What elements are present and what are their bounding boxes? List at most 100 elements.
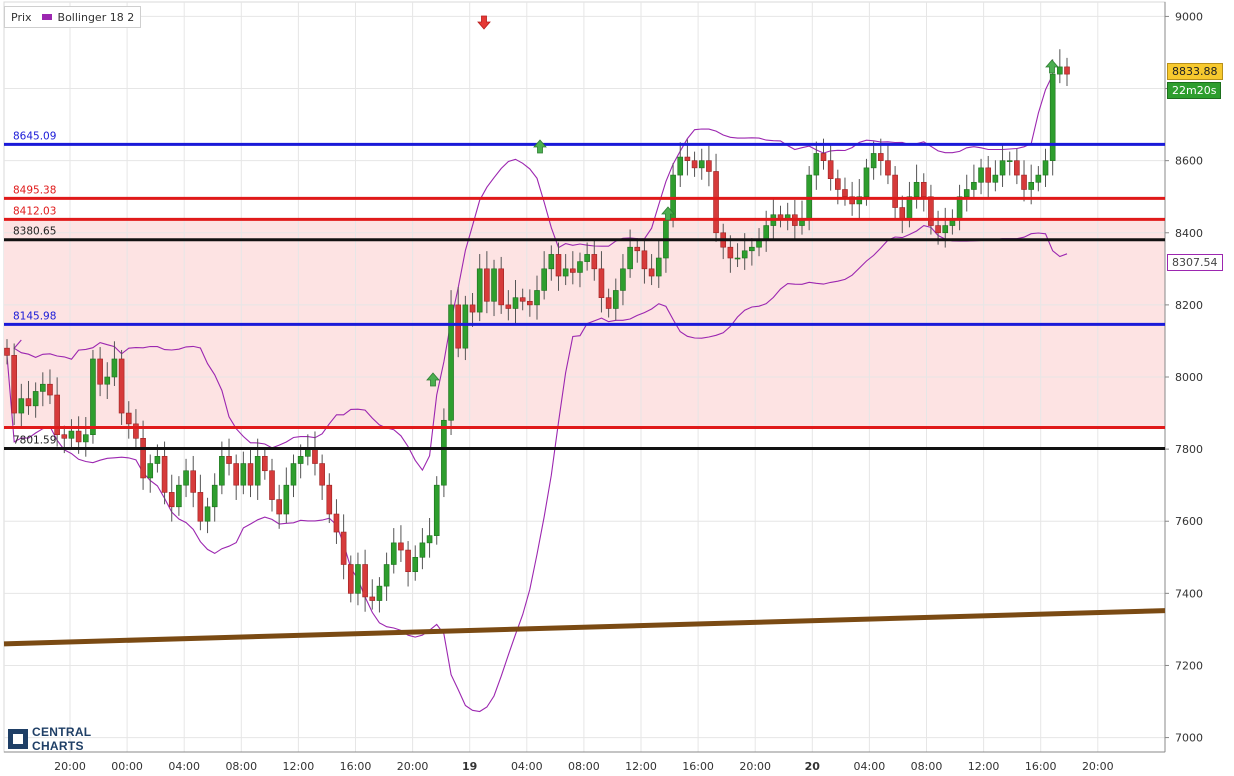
candle-body xyxy=(999,160,1006,176)
candle-body xyxy=(978,167,984,183)
candle-body xyxy=(684,156,691,161)
logo-icon xyxy=(8,729,28,749)
candle-body xyxy=(297,456,304,464)
candle-body xyxy=(928,196,934,226)
y-tick-label: 8000 xyxy=(1175,371,1203,384)
candle-body xyxy=(534,290,540,306)
candle-body xyxy=(763,225,769,241)
x-tick-label: 08:00 xyxy=(568,760,600,773)
candle-body xyxy=(541,268,547,291)
candle-body xyxy=(426,535,433,544)
candle-body xyxy=(892,174,898,208)
candle-body xyxy=(405,549,411,573)
candle-body xyxy=(398,542,404,551)
candle-body xyxy=(1064,66,1070,75)
x-tick-label: 04:00 xyxy=(511,760,543,773)
candle-body xyxy=(899,207,906,219)
x-tick-label: 16:00 xyxy=(340,760,372,773)
x-tick-label: 08:00 xyxy=(225,760,257,773)
candle-body xyxy=(305,448,311,457)
candle-body xyxy=(1042,160,1049,176)
candle-body xyxy=(240,463,247,486)
candle-body xyxy=(90,358,96,435)
candle-body xyxy=(835,178,841,190)
candle-body xyxy=(147,463,154,479)
candle-body xyxy=(211,484,218,508)
candle-body xyxy=(462,304,469,349)
trend-line xyxy=(3,608,1166,647)
candle-body xyxy=(663,218,669,259)
candle-body xyxy=(648,268,655,277)
level-label: 8495.38 xyxy=(13,184,56,196)
candle-body xyxy=(698,160,705,169)
candle-body xyxy=(956,196,963,219)
candle-body xyxy=(276,499,282,515)
y-tick-label: 7800 xyxy=(1175,443,1203,456)
candle-body xyxy=(519,297,526,302)
candle-body xyxy=(971,181,977,190)
candle-body xyxy=(290,463,297,486)
candle-body xyxy=(25,398,32,407)
buy-signal-arrow-icon xyxy=(1045,59,1059,74)
candle-body xyxy=(111,358,118,378)
candle-body xyxy=(32,391,39,407)
candle-body xyxy=(885,160,891,176)
candle-body xyxy=(140,437,146,479)
y-tick-label: 7400 xyxy=(1175,587,1203,600)
candle-body xyxy=(68,430,75,439)
x-tick-label: 12:00 xyxy=(283,760,315,773)
candle-body xyxy=(82,434,89,443)
candle-body xyxy=(54,394,60,435)
y-tick-label: 9000 xyxy=(1175,10,1203,23)
candle-body xyxy=(383,564,390,587)
candle-body xyxy=(362,564,368,598)
candle-body xyxy=(935,225,941,234)
candle-body xyxy=(484,268,490,302)
candle-body xyxy=(455,304,462,349)
candle-body xyxy=(104,376,111,385)
candle-body xyxy=(262,456,268,472)
candle-body xyxy=(376,585,383,601)
x-tick-label: 20:00 xyxy=(397,760,429,773)
candle-body xyxy=(555,254,562,277)
legend-indicator-label: Bollinger 18 2 xyxy=(57,10,135,24)
legend-price-label: Prix xyxy=(11,10,32,24)
candle-body xyxy=(777,214,784,219)
candle-body xyxy=(247,463,254,486)
candle-body xyxy=(612,290,619,309)
candle-body xyxy=(527,300,533,306)
candle-body xyxy=(441,419,447,486)
candle-body xyxy=(168,492,175,508)
sell-signal-arrow-icon xyxy=(477,15,491,30)
candle-body xyxy=(347,564,354,594)
candle-body xyxy=(577,261,583,273)
chart-legend[interactable]: Prix Bollinger 18 2 xyxy=(4,6,142,28)
candle-body xyxy=(355,564,361,594)
candle-body xyxy=(154,456,161,464)
candle-body xyxy=(390,542,397,565)
candle-body xyxy=(226,456,232,464)
candle-body xyxy=(641,250,648,270)
candle-body xyxy=(505,304,512,309)
candle-body xyxy=(512,297,519,309)
level-label: 8145.98 xyxy=(13,310,56,322)
candle-body xyxy=(204,506,211,522)
candle-body xyxy=(813,153,820,176)
x-tick-label: 04:00 xyxy=(168,760,200,773)
candle-body xyxy=(133,423,139,439)
candle-body xyxy=(870,153,877,169)
candle-body xyxy=(749,246,755,252)
candle-body xyxy=(727,246,734,259)
candle-body xyxy=(125,412,132,425)
candle-body xyxy=(741,250,748,259)
candle-body xyxy=(75,430,82,443)
level-label: 8412.03 xyxy=(13,205,56,217)
candle-body xyxy=(118,358,125,414)
x-tick-label: 16:00 xyxy=(682,760,714,773)
candle-body xyxy=(333,513,340,533)
candle-body xyxy=(1021,174,1027,190)
candle-body xyxy=(548,254,555,270)
y-tick-label: 7600 xyxy=(1175,515,1203,528)
candle-body xyxy=(691,160,698,169)
